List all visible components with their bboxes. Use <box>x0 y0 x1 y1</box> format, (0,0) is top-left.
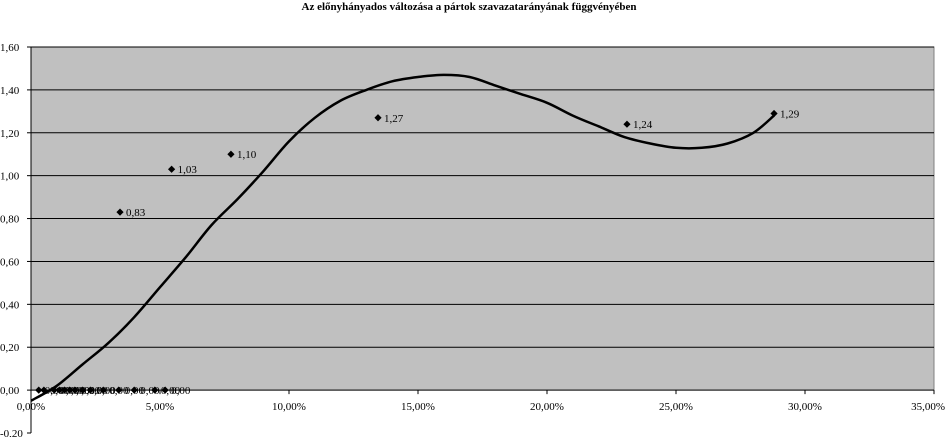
y-tick-label: 0,80 <box>0 214 20 226</box>
data-label: 0,00 <box>89 385 109 397</box>
data-labels: 0,000,000,000,000,000,000,000,000,000,00… <box>45 108 800 397</box>
data-point-marker <box>623 120 631 128</box>
x-tick-label: 5,00% <box>146 401 174 413</box>
data-point-marker <box>35 386 43 394</box>
data-label: 0,00 <box>96 385 116 397</box>
data-point-marker <box>79 386 87 394</box>
data-label: 1,29 <box>780 108 800 120</box>
data-point-marker <box>71 386 79 394</box>
data-point-marker <box>99 386 107 394</box>
data-label: 0,00 <box>161 385 181 397</box>
y-tick-label: 1,20 <box>0 128 20 140</box>
y-tick-label: 0,40 <box>0 299 20 311</box>
y-tick-label: 1,40 <box>0 85 20 97</box>
x-tick-label: 30,00% <box>788 401 822 413</box>
x-tick-label: 10,00% <box>272 401 306 413</box>
y-tick-label: 0,20 <box>0 342 20 354</box>
data-label: 0,00 <box>50 385 70 397</box>
chart-title: Az előnyhányados változása a pártok szav… <box>302 1 637 13</box>
data-label: 0,00 <box>71 385 91 397</box>
data-point-marker <box>40 386 48 394</box>
data-point-marker <box>161 386 169 394</box>
data-label: 0,00 <box>76 385 96 397</box>
data-point-marker <box>151 386 159 394</box>
data-point-marker <box>116 208 124 216</box>
data-label: 0,00 <box>60 385 80 397</box>
data-label: 1,03 <box>178 164 198 176</box>
data-point-marker <box>130 386 138 394</box>
y-tick-label: 1,60 <box>0 42 20 54</box>
x-tick-label: 35,00% <box>911 401 945 413</box>
data-point-marker <box>374 114 382 122</box>
data-point-marker <box>55 386 63 394</box>
data-label: 0,83 <box>126 207 146 219</box>
x-tick-label: 20,00% <box>530 401 564 413</box>
axes <box>27 46 935 434</box>
x-tick-label: 0,00% <box>17 401 45 413</box>
x-tick-label: 15,00% <box>401 401 435 413</box>
data-label: 0,00 <box>81 385 101 397</box>
y-tick-label: -0,20 <box>0 428 23 437</box>
x-tick-label: 25,00% <box>659 401 693 413</box>
data-label: 1,27 <box>384 113 404 125</box>
data-point-marker <box>50 386 58 394</box>
data-point-marker <box>86 386 94 394</box>
data-markers <box>35 109 778 394</box>
data-point-marker <box>168 165 176 173</box>
gridlines <box>31 46 934 348</box>
data-label: 0,00 <box>140 385 160 397</box>
trendline <box>30 73 775 402</box>
data-point-marker <box>770 109 778 118</box>
y-tick-label: 0,60 <box>0 256 20 268</box>
data-label: 0,00 <box>45 385 65 397</box>
data-point-marker <box>115 386 123 394</box>
y-tick-label: 1,00 <box>0 171 20 183</box>
data-point-marker <box>60 386 69 394</box>
data-label: 0,00 <box>125 385 145 397</box>
data-point-marker <box>66 386 74 394</box>
x-tick-labels: 0,00% 5,00% 10,00% 15,00% 20,00% 25,00% 30,00%… <box>17 401 945 413</box>
data-label: 0,00 <box>65 385 85 397</box>
data-label: 1,24 <box>633 119 653 131</box>
y-tick-label: 0,00 <box>0 385 20 397</box>
data-label: 0,00 <box>171 385 191 397</box>
data-point-marker <box>227 150 235 158</box>
data-label: 1,10 <box>237 149 257 161</box>
y-tick-labels: -0,20 0,00 0,20 0,40 0,60 0,80 1,00 1,20 1,40 1,6… <box>0 42 23 437</box>
data-label: 0,00 <box>109 385 129 397</box>
